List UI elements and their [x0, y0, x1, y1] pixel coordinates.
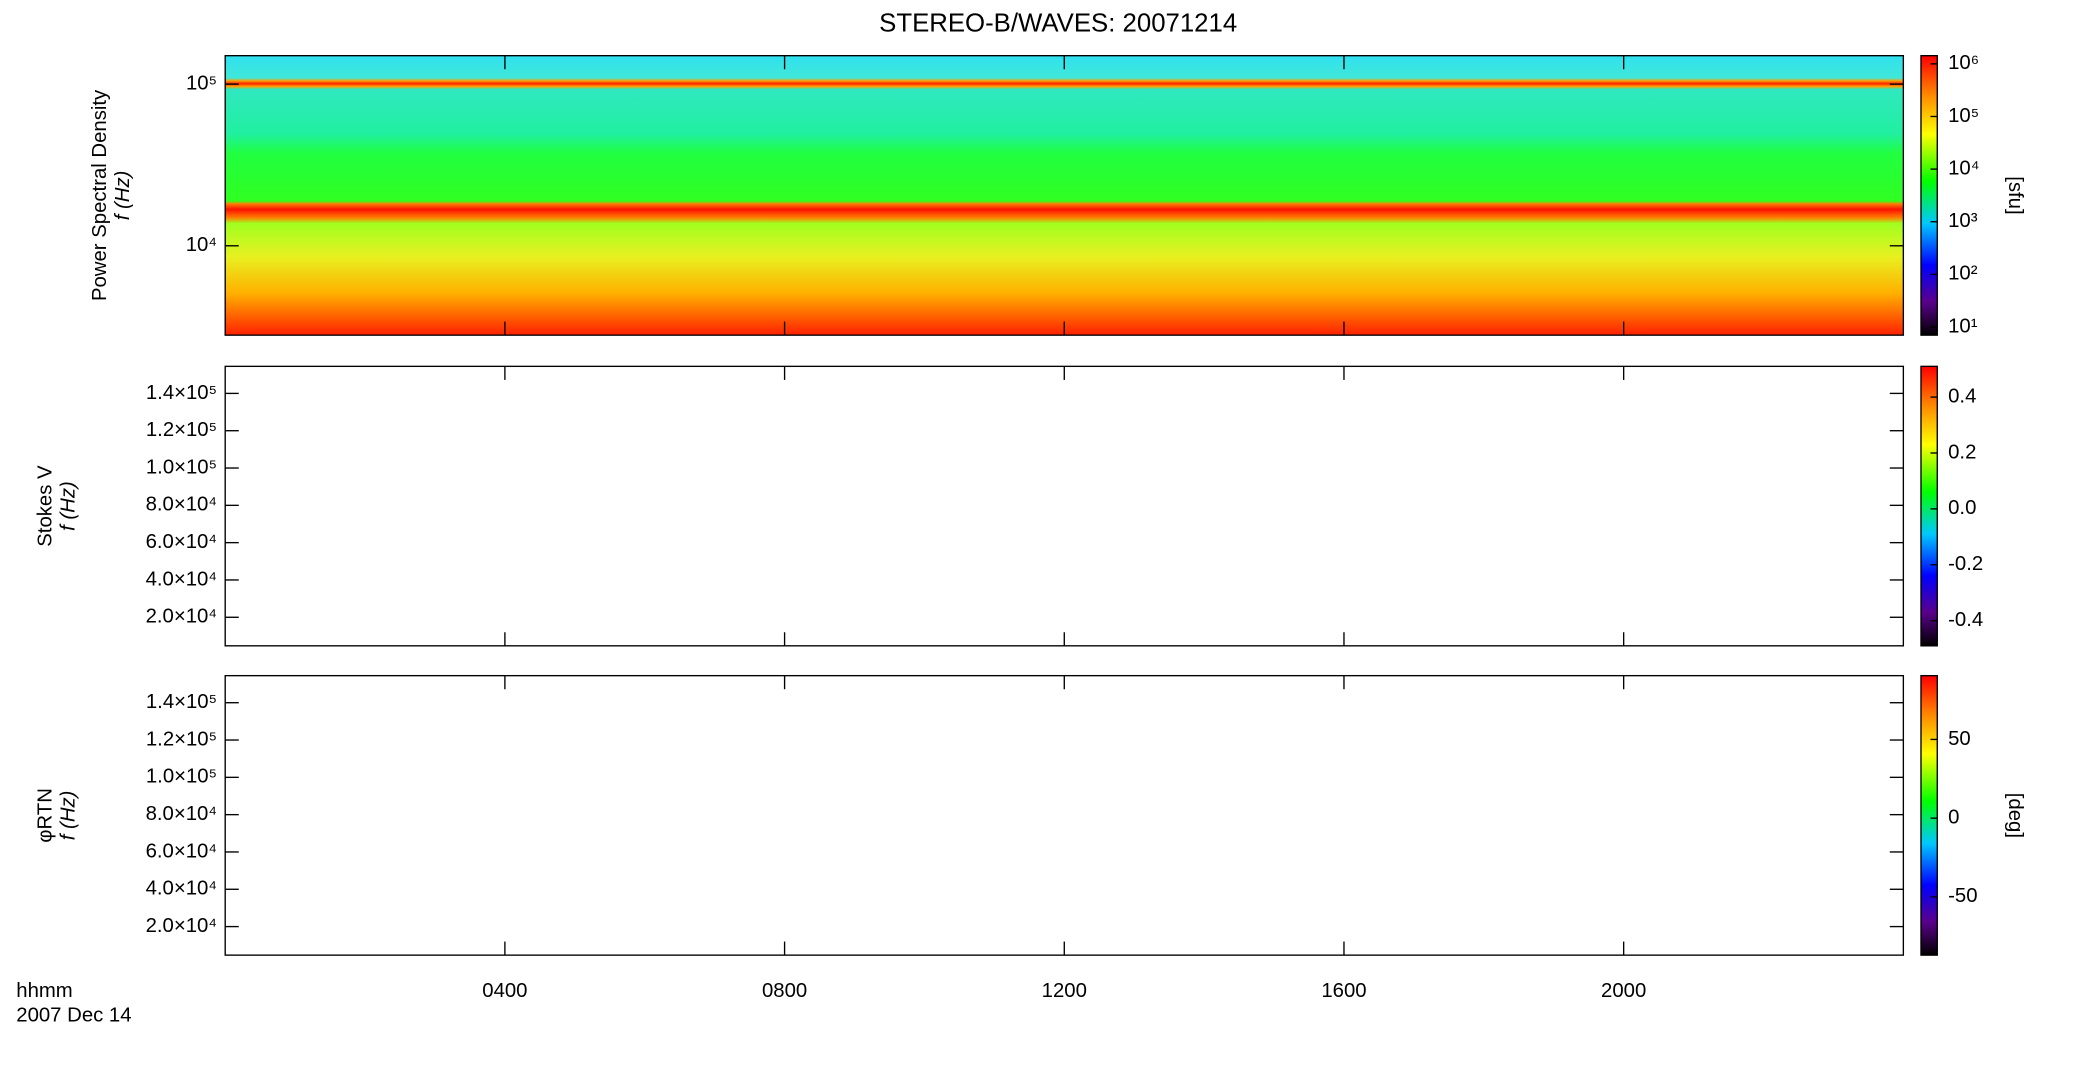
y-tick-label: 1.4×10⁵ — [146, 691, 217, 713]
colorbar-tick-label: 10⁶ — [1948, 52, 1979, 74]
colorbar-tick-label: 10⁵ — [1948, 105, 1979, 127]
y-label-line: Stokes V — [35, 465, 57, 547]
colorbar-tick-label: 0.0 — [1948, 497, 1976, 519]
colorbar-tick-label: 10³ — [1948, 210, 1978, 232]
colorbar-label: [sfu] — [2004, 176, 2026, 214]
y-tick-label: 4.0×10⁴ — [146, 878, 217, 900]
y-tick-label: 1.2×10⁵ — [146, 728, 217, 750]
x-tick-label: 2000 — [1601, 980, 1646, 1002]
y-label-line: Power Spectral Density — [89, 89, 111, 301]
colorbar-tick-label: 0.2 — [1948, 441, 1976, 463]
y-tick-label: 10⁴ — [186, 234, 217, 256]
y-tick-label: 10⁵ — [186, 73, 217, 95]
plot-frame — [224, 674, 1905, 956]
colorbar-tick-label: -0.4 — [1948, 609, 1983, 631]
y-label-line: f (Hz) — [58, 791, 80, 841]
y-tick-label: 2.0×10⁴ — [146, 606, 217, 628]
x-tick-label: 0400 — [482, 980, 527, 1002]
x-tick-label: 1600 — [1321, 980, 1366, 1002]
colorbar-tick-label: 50 — [1948, 728, 1971, 750]
y-tick-label: 8.0×10⁴ — [146, 803, 217, 825]
chart-title: STEREO-B/WAVES: 20071214 — [879, 9, 1237, 37]
colorbar — [1920, 674, 1938, 956]
colorbar-tick-label: -50 — [1948, 885, 1977, 907]
colorbar-tick-label: 10⁴ — [1948, 157, 1979, 179]
colorbar — [1920, 55, 1938, 336]
y-tick-label: 6.0×10⁴ — [146, 531, 217, 553]
y-tick-label: 1.2×10⁵ — [146, 419, 217, 441]
colorbar-tick-label: 10² — [1948, 263, 1978, 285]
y-axis-label: φRTN f (Hz) — [35, 788, 80, 843]
y-axis-label: Power Spectral Density f (Hz) — [89, 89, 134, 301]
colorbar-tick-label: 0.4 — [1948, 385, 1976, 407]
colorbar-label: [deg] — [2004, 793, 2026, 838]
y-tick-label: 2.0×10⁴ — [146, 915, 217, 937]
y-tick-label: 4.0×10⁴ — [146, 568, 217, 590]
x-tick-label: 1200 — [1042, 980, 1087, 1002]
y-tick-label: 1.0×10⁵ — [146, 766, 217, 788]
y-label-line: f (Hz) — [112, 171, 134, 221]
colorbar — [1920, 365, 1938, 647]
x-axis-label: 2007 Dec 14 — [16, 1005, 131, 1027]
colorbar-tick-label: -0.2 — [1948, 553, 1983, 575]
x-tick-label: 0800 — [762, 980, 807, 1002]
y-label-line: φRTN — [35, 788, 57, 843]
y-tick-label: 1.4×10⁵ — [146, 382, 217, 404]
y-label-line: f (Hz) — [58, 481, 80, 531]
y-tick-label: 6.0×10⁴ — [146, 840, 217, 862]
spectrogram — [225, 55, 1904, 336]
colorbar-tick-label: 0 — [1948, 807, 1959, 829]
x-axis-label: hhmm — [16, 980, 72, 1002]
y-tick-label: 1.0×10⁵ — [146, 456, 217, 478]
colorbar-tick-label: 10¹ — [1948, 315, 1978, 337]
y-tick-label: 8.0×10⁴ — [146, 494, 217, 516]
plot-frame — [224, 365, 1905, 647]
